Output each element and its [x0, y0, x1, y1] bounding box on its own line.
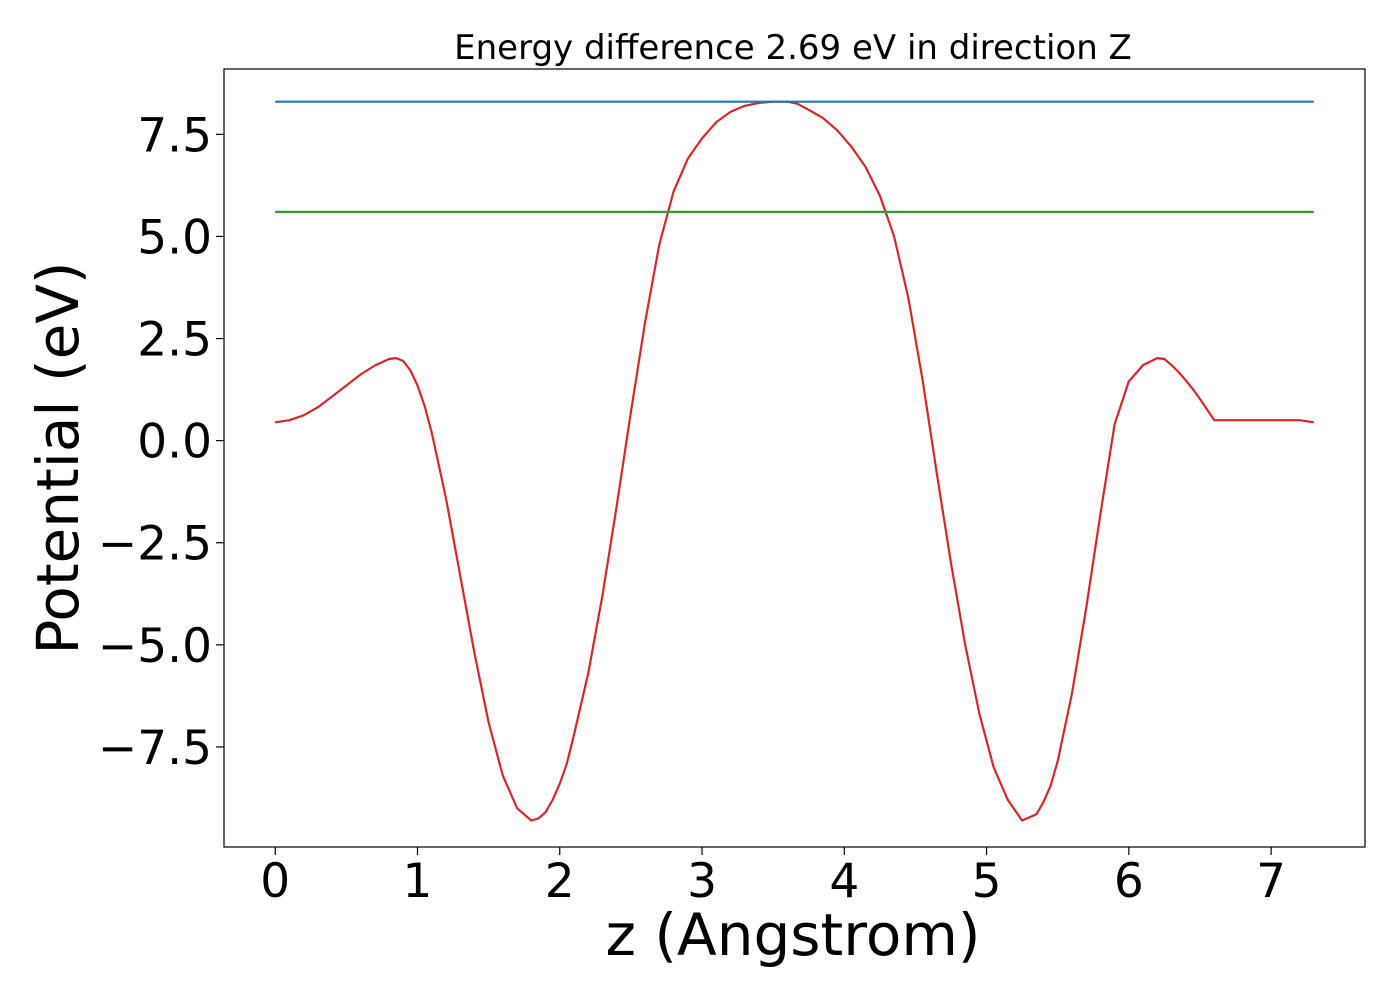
chart-title: Energy difference 2.69 eV in direction Z [454, 28, 1132, 68]
x-axis: 0 1 2 3 4 5 6 7 [260, 847, 1286, 909]
plot-area [275, 100, 1314, 822]
x-tick-label: 0 [260, 854, 290, 909]
x-tick-label: 7 [1256, 854, 1286, 909]
series-line-0 [275, 100, 1314, 822]
y-tick-label: 5.0 [137, 210, 212, 265]
y-tick-label: −7.5 [98, 721, 212, 776]
y-axis-label: Potential (eV) [24, 261, 92, 654]
x-tick-label: 1 [403, 854, 433, 909]
x-tick-label: 6 [1114, 854, 1144, 909]
y-tick-label: 7.5 [137, 108, 212, 163]
x-tick-label: 3 [687, 854, 717, 909]
y-tick-label: 0.0 [137, 415, 212, 470]
y-tick-label: −2.5 [98, 517, 212, 572]
x-tick-label: 4 [829, 854, 859, 909]
y-tick-label: 2.5 [137, 313, 212, 368]
x-tick-label: 5 [972, 854, 1002, 909]
y-tick-label: −5.0 [98, 619, 212, 674]
x-axis-label: z (Angstrom) [606, 901, 981, 969]
plot-frame [223, 68, 1366, 848]
y-axis: −7.5 −5.0 −2.5 0.0 2.5 5.0 7.5 [98, 108, 224, 776]
x-tick-label: 2 [545, 854, 575, 909]
